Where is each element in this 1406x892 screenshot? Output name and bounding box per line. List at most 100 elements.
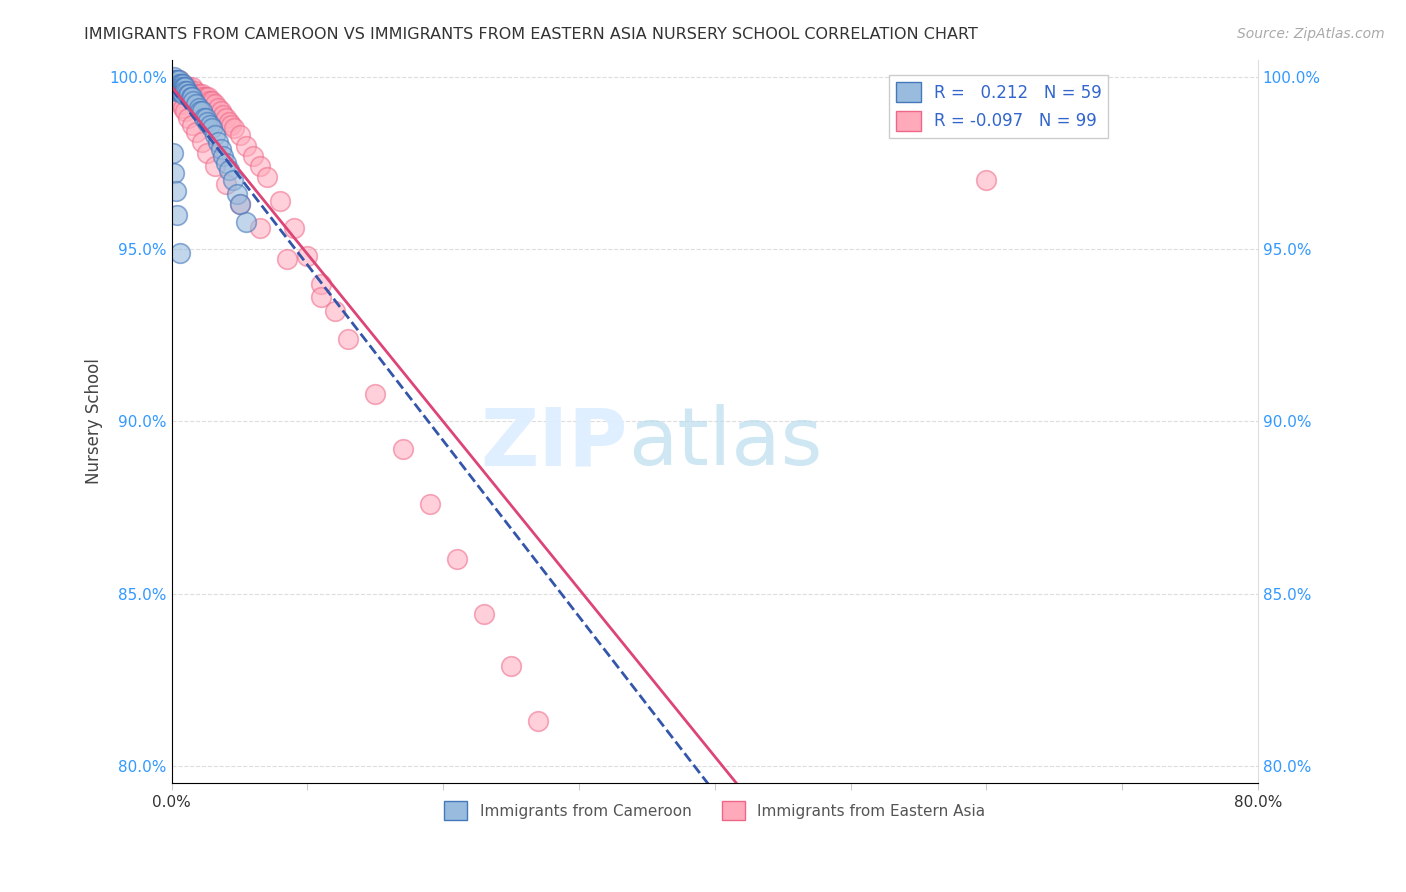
Point — [472, 607, 495, 622]
Point — [172, 84, 194, 98]
Point — [177, 80, 200, 95]
Point — [166, 80, 188, 95]
Point — [163, 77, 186, 91]
Point — [165, 77, 187, 91]
Point — [166, 80, 188, 95]
Point — [198, 118, 221, 132]
Point — [207, 136, 229, 150]
Text: IMMIGRANTS FROM CAMEROON VS IMMIGRANTS FROM EASTERN ASIA NURSERY SCHOOL CORRELAT: IMMIGRANTS FROM CAMEROON VS IMMIGRANTS F… — [84, 27, 979, 42]
Point — [169, 84, 191, 98]
Point — [195, 94, 218, 108]
Point — [166, 73, 188, 87]
Point — [162, 77, 184, 91]
Point — [167, 77, 190, 91]
Point — [162, 73, 184, 87]
Point — [170, 80, 193, 95]
Point — [309, 290, 332, 304]
Point — [170, 84, 193, 98]
Point — [207, 101, 229, 115]
Point — [162, 77, 184, 91]
Point — [191, 90, 214, 104]
Point — [180, 84, 202, 98]
Point — [186, 125, 208, 139]
Point — [163, 166, 186, 180]
Point — [204, 160, 226, 174]
Point — [179, 84, 201, 98]
Point — [187, 87, 209, 101]
Point — [180, 90, 202, 104]
Point — [166, 73, 188, 87]
Point — [186, 90, 208, 104]
Point — [215, 156, 238, 170]
Point — [215, 177, 238, 191]
Point — [167, 77, 190, 91]
Point — [165, 80, 187, 95]
Point — [212, 149, 235, 163]
Point — [165, 80, 187, 95]
Point — [197, 90, 219, 104]
Point — [337, 332, 360, 346]
Point — [166, 77, 188, 91]
Point — [177, 111, 200, 125]
Point — [163, 73, 186, 87]
Point — [181, 90, 204, 104]
Point — [183, 87, 205, 101]
Point — [165, 84, 187, 98]
Point — [174, 80, 197, 95]
Point — [170, 80, 193, 95]
Point — [169, 77, 191, 91]
Point — [188, 104, 211, 119]
Point — [172, 101, 194, 115]
Point — [228, 197, 250, 211]
Point — [283, 221, 305, 235]
Point — [167, 90, 190, 104]
Point — [974, 173, 997, 187]
Point — [177, 87, 200, 101]
Point — [419, 497, 441, 511]
Point — [228, 197, 250, 211]
Point — [174, 84, 197, 98]
Point — [181, 80, 204, 95]
Point — [176, 84, 198, 98]
Point — [176, 80, 198, 95]
Point — [172, 87, 194, 101]
Point — [169, 80, 191, 95]
Point — [186, 87, 208, 101]
Point — [169, 77, 191, 91]
Point — [218, 114, 240, 128]
Point — [235, 138, 257, 153]
Point — [194, 90, 217, 104]
Point — [181, 118, 204, 132]
Point — [527, 714, 550, 728]
Point — [218, 162, 240, 177]
Point — [163, 73, 186, 87]
Point — [163, 80, 186, 95]
Point — [173, 80, 195, 95]
Point — [169, 94, 191, 108]
Point — [195, 145, 218, 160]
Point — [249, 221, 271, 235]
Point — [224, 121, 246, 136]
Point — [169, 80, 191, 95]
Point — [297, 249, 319, 263]
Point — [174, 80, 197, 95]
Point — [200, 97, 222, 112]
Point — [184, 84, 207, 98]
Point — [215, 111, 238, 125]
Point — [165, 73, 187, 87]
Point — [174, 84, 197, 98]
Point — [212, 108, 235, 122]
Point — [165, 184, 187, 198]
Point — [176, 84, 198, 98]
Point — [163, 70, 186, 84]
Y-axis label: Nursery School: Nursery School — [86, 359, 103, 484]
Point — [165, 84, 187, 98]
Point — [225, 186, 247, 201]
Point — [167, 80, 190, 95]
Point — [170, 97, 193, 112]
Legend: Immigrants from Cameroon, Immigrants from Eastern Asia: Immigrants from Cameroon, Immigrants fro… — [439, 795, 991, 826]
Point — [165, 77, 187, 91]
Text: atlas: atlas — [628, 404, 823, 482]
Point — [190, 87, 212, 101]
Point — [391, 442, 413, 456]
